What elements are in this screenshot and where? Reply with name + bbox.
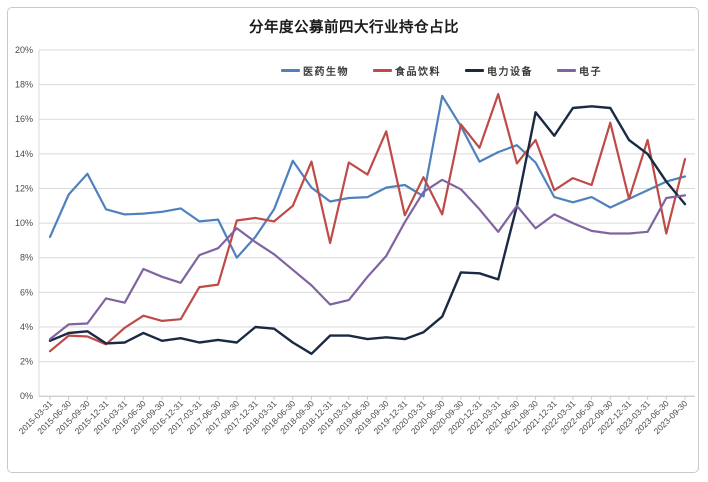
series-line-食品饮料 [48,92,687,353]
legend-item-3[interactable]: 电力设备 [465,63,533,78]
y-tick-label: 14% [15,149,33,159]
legend-item-1[interactable]: 医药生物 [281,63,349,78]
series-line-医药生物 [48,94,687,259]
legend-series-label: 电力设备 [487,67,533,78]
y-tick-label: 20% [15,45,33,55]
legend-series-label: 医药生物 [303,67,349,78]
gridlines [39,49,695,397]
series-line-电子 [48,178,687,341]
legend-series-label: 食品饮料 [395,67,441,78]
y-tick-label: 4% [20,322,33,332]
y-tick-label: 2% [20,357,33,367]
y-axis-labels: 0% 2% 4% 6% 8% 10% 12% 14% 16% 18% 20% [15,45,33,401]
legend-line-swatch [465,69,484,72]
y-tick-label: 18% [15,80,33,90]
legend-item-4[interactable]: 电子 [557,63,602,78]
legend-line-swatch [557,69,576,72]
series-line-电力设备 [48,105,687,355]
x-axis-labels: 2015-03-312015-06-302015-09-302015-12-31… [17,398,690,436]
y-tick-label: 0% [20,391,33,401]
legend-series-label: 电子 [579,67,602,78]
y-tick-label: 12% [15,183,33,193]
y-tick-label: 6% [20,287,33,297]
chart-legend: 医药生物 食品饮料 电力设备 电子 [281,63,602,78]
y-tick-label: 10% [15,218,33,228]
chart-title: 分年度公募前四大行业持仓占比 [249,20,459,36]
legend-line-swatch [281,69,300,72]
x-axis-ticks [49,396,686,400]
legend-item-2[interactable]: 食品饮料 [373,63,441,78]
legend-line-swatch [373,69,392,72]
y-tick-label: 8% [20,253,33,263]
y-tick-label: 16% [15,114,33,124]
